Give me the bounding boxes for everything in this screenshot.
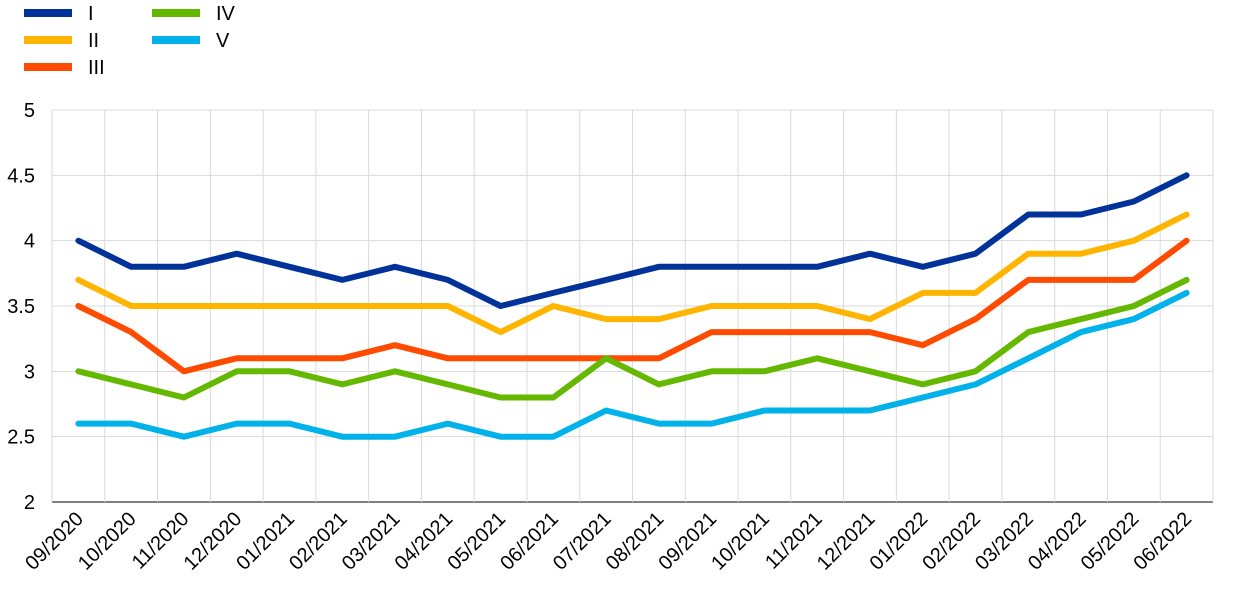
x-tick-label: 10/2021 — [707, 508, 774, 575]
x-tick-label: 01/2021 — [232, 508, 299, 575]
x-tick-label: 06/2022 — [1129, 508, 1196, 575]
x-tick-label: 10/2020 — [74, 508, 141, 575]
x-tick-label: 04/2021 — [391, 508, 458, 575]
legend-swatch-v — [152, 36, 200, 44]
x-tick-label: 03/2022 — [971, 508, 1038, 575]
y-tick-label: 2.5 — [7, 427, 35, 449]
x-tick-label: 04/2022 — [1024, 508, 1091, 575]
y-tick-label: 5 — [24, 100, 35, 122]
x-tick-label: 12/2021 — [813, 508, 880, 575]
series-lines — [75, 172, 1190, 440]
y-tick-label: 4.5 — [7, 165, 35, 187]
series-line-iv — [75, 276, 1190, 401]
y-tick-label: 2 — [24, 492, 35, 514]
x-tick-label: 07/2021 — [549, 508, 616, 575]
x-tick-label: 01/2022 — [866, 508, 933, 575]
series-line-v — [75, 289, 1190, 440]
x-tick-label: 12/2020 — [180, 508, 247, 575]
series-line-i — [75, 172, 1190, 309]
y-tick-label: 4 — [24, 231, 35, 253]
y-tick-label: 3 — [24, 361, 35, 383]
legend-label-ii: II — [88, 30, 99, 52]
legend-swatch-i — [24, 9, 72, 17]
x-axis-ticks: 09/202010/202011/202012/202001/202102/20… — [21, 508, 1196, 575]
series-line-iii — [75, 237, 1190, 375]
x-tick-label: 05/2021 — [443, 508, 510, 575]
legend-swatch-iii — [24, 63, 72, 71]
x-tick-label: 03/2021 — [338, 508, 405, 575]
x-tick-label: 02/2022 — [918, 508, 985, 575]
legend-label-v: V — [216, 30, 230, 52]
legend-swatch-iv — [152, 9, 200, 17]
x-tick-label: 08/2021 — [602, 508, 669, 575]
legend-swatch-ii — [24, 36, 72, 44]
legend-label-iv: IV — [216, 3, 236, 25]
y-axis-ticks: 2 2.5 3 3.5 4 4.5 5 — [7, 100, 35, 514]
legend-label-i: I — [88, 3, 94, 25]
legend-label-iii: III — [88, 57, 105, 79]
x-tick-label: 06/2021 — [496, 508, 563, 575]
series-line-ii — [75, 211, 1190, 336]
x-tick-label: 02/2021 — [285, 508, 352, 575]
y-tick-label: 3.5 — [7, 296, 35, 318]
x-tick-label: 05/2022 — [1077, 508, 1144, 575]
x-tick-label: 09/2021 — [655, 508, 722, 575]
x-tick-label: 09/2020 — [21, 508, 88, 575]
